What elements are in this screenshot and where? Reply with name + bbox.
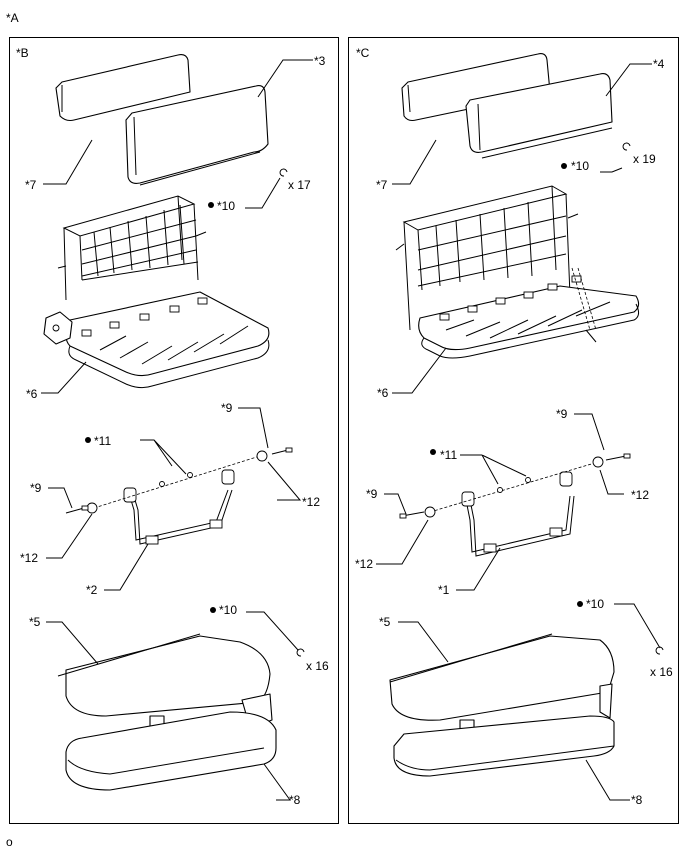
left-seat-frame <box>43 195 270 389</box>
callout-5: *5 <box>29 615 41 629</box>
callout-11: *11 <box>94 434 112 448</box>
left-panel-label: *B <box>16 46 29 60</box>
callout-12: *12 <box>302 495 321 509</box>
callout-9: *9 <box>366 487 378 501</box>
callout-8: *8 <box>289 793 301 807</box>
clip-icon <box>622 142 631 151</box>
right-panel-frame <box>348 37 679 824</box>
quantity-label: x 17 <box>288 178 311 192</box>
bullet-icon <box>561 163 567 169</box>
bullet-icon <box>85 437 91 443</box>
quantity-label: x 16 <box>650 665 673 679</box>
right-seat-cushion <box>389 633 615 777</box>
callout-12: *12 <box>355 557 374 571</box>
right-seat-frame <box>395 185 640 359</box>
callout-9: *9 <box>30 481 42 495</box>
bullet-icon <box>577 601 583 607</box>
callout-9: *9 <box>556 407 568 421</box>
clip-icon <box>279 168 288 177</box>
callout-9: *9 <box>221 401 233 415</box>
callout-11: *11 <box>440 448 458 462</box>
callout-10: *10 <box>217 199 236 213</box>
left-panel-frame <box>9 37 339 824</box>
right-panel-label: *C <box>356 46 370 60</box>
left-hinge-hardware <box>65 447 293 514</box>
figure-label: *A <box>6 11 19 25</box>
footer-code: o <box>6 835 13 849</box>
callout-3: *3 <box>314 54 326 68</box>
callout-2: *2 <box>86 583 98 597</box>
callout-10: *10 <box>571 159 590 173</box>
right-seatback-cover-rear <box>401 53 551 122</box>
bullet-icon <box>208 202 214 208</box>
callout-4: *4 <box>653 57 665 71</box>
callout-7: *7 <box>376 178 388 192</box>
callout-12: *12 <box>631 488 650 502</box>
left-seatback-cover-rear <box>55 54 191 122</box>
callout-12: *12 <box>20 551 39 565</box>
left-seat-cushion <box>57 633 277 791</box>
callout-10: *10 <box>219 603 238 617</box>
right-seatback-cover-front <box>465 73 613 159</box>
left-hinge-bracket <box>123 469 235 545</box>
clip-icon <box>296 648 305 657</box>
callout-10: *10 <box>586 597 605 611</box>
callout-8: *8 <box>631 793 643 807</box>
right-hinge-bracket <box>461 471 575 557</box>
bullet-icon <box>210 607 216 613</box>
callout-7: *7 <box>25 178 37 192</box>
callout-5: *5 <box>379 615 391 629</box>
callout-6: *6 <box>377 386 389 400</box>
quantity-label: x 16 <box>306 659 329 673</box>
left-seatback-cover-front <box>125 85 269 186</box>
quantity-label: x 19 <box>633 152 656 166</box>
bullet-icon <box>430 449 436 455</box>
clip-icon <box>655 646 664 655</box>
right-hinge-hardware <box>399 453 631 519</box>
callout-1: *1 <box>438 583 450 597</box>
callout-6: *6 <box>26 387 38 401</box>
